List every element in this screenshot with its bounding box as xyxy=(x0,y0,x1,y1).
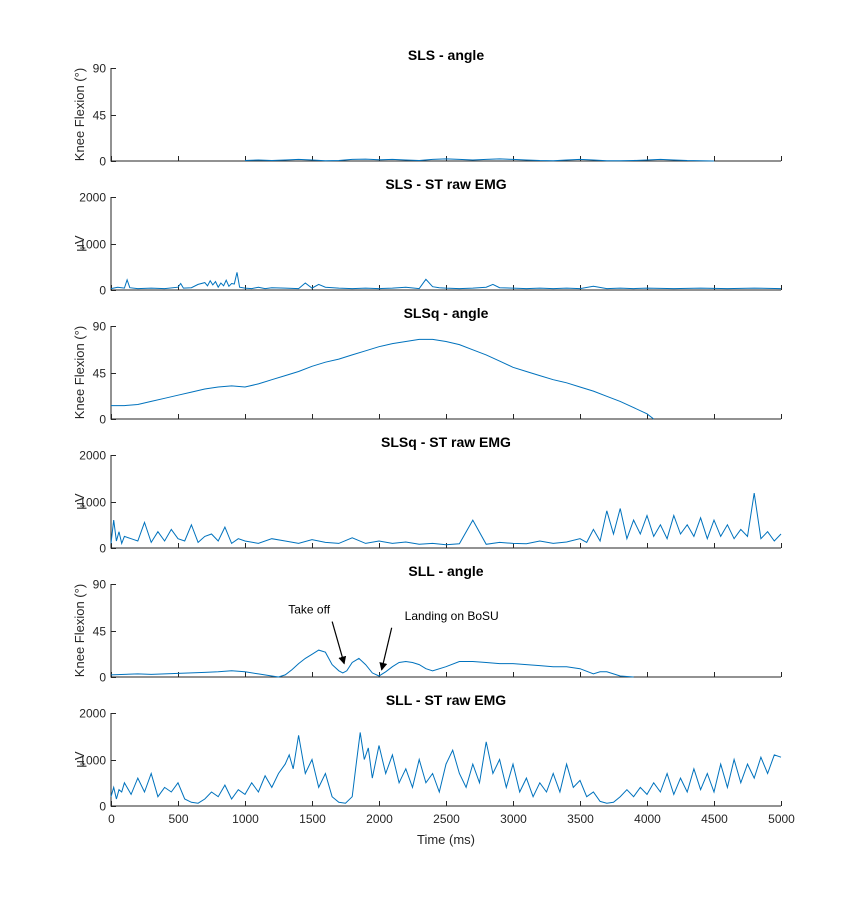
y-tick-label: 1000 xyxy=(79,238,106,252)
y-tick-label: 45 xyxy=(93,109,107,123)
y-tick-label: 1000 xyxy=(79,754,106,768)
panel-title: SLS - ST raw EMG xyxy=(385,176,506,192)
annotation-arrow xyxy=(379,627,393,671)
series-line-1 xyxy=(110,272,782,290)
panel-title: SLSq - angle xyxy=(404,305,489,321)
series-line-1 xyxy=(111,338,655,420)
y-tick-label: 2000 xyxy=(79,449,106,463)
y-tick-label: 0 xyxy=(99,284,106,298)
y-tick-label: 1000 xyxy=(79,496,106,510)
x-tick-label: 1500 xyxy=(299,812,326,826)
axis-lines xyxy=(110,326,781,420)
series-line-1 xyxy=(110,732,782,804)
panel-4: SLSq - ST raw EMG 0 1000 2000 μV xyxy=(72,434,782,556)
y-tick-label: 0 xyxy=(99,413,106,427)
panel-title: SLL - angle xyxy=(408,563,483,579)
x-tick-label: 4000 xyxy=(634,812,661,826)
y-axis-label: μV xyxy=(72,235,87,251)
y-tick-label: 0 xyxy=(99,671,106,685)
panel-5: SLL - angle 0 45 90 Knee Flexion (°) Take off… xyxy=(72,563,782,685)
x-tick-label: 1000 xyxy=(232,812,259,826)
y-tick-label: 90 xyxy=(93,578,107,592)
y-tick-label: 90 xyxy=(93,320,107,334)
series-line-1 xyxy=(110,493,782,546)
y-axis-label: Knee Flexion (°) xyxy=(72,584,87,677)
y-tick-label: 2000 xyxy=(79,191,106,205)
panel-title: SLS - angle xyxy=(408,47,484,63)
x-tick-label: 2000 xyxy=(366,812,393,826)
x-tick-label: 3500 xyxy=(567,812,594,826)
y-tick-label: 0 xyxy=(99,542,106,556)
axis-lines xyxy=(110,68,781,162)
axis-lines xyxy=(110,584,781,678)
axis-lines xyxy=(110,197,781,291)
y-axis-label: μV xyxy=(72,751,87,767)
x-tick-label: 5000 xyxy=(768,812,795,826)
panel-6: SLL - ST raw EMG 0 1000 2000 0 500 1000 1500 200… xyxy=(72,692,795,847)
y-axis-label: Knee Flexion (°) xyxy=(72,68,87,161)
panel-1: SLS - angle 0 45 90 Knee Flexion (°) xyxy=(72,47,782,169)
x-tick-label: 2500 xyxy=(433,812,460,826)
annotation-arrow xyxy=(331,621,347,665)
panel-title: SLL - ST raw EMG xyxy=(386,692,506,708)
y-axis-label: Knee Flexion (°) xyxy=(72,326,87,419)
y-tick-label: 0 xyxy=(99,155,106,169)
y-axis-label: μV xyxy=(72,493,87,509)
y-tick-label: 0 xyxy=(99,800,106,814)
x-axis-label: Time (ms) xyxy=(417,832,475,847)
series-line-1 xyxy=(110,649,634,678)
x-tick-label: 3000 xyxy=(500,812,527,826)
y-tick-label: 45 xyxy=(93,367,107,381)
panel-3: SLSq - angle 0 45 90 Knee Flexion (°) xyxy=(72,305,782,427)
series-line-1 xyxy=(244,158,715,162)
annotation-label: Take off xyxy=(288,603,330,617)
panel-2: SLS - ST raw EMG 0 1000 2000 μV xyxy=(72,176,782,298)
y-tick-label: 2000 xyxy=(79,707,106,721)
y-tick-label: 45 xyxy=(93,625,107,639)
annotation-label: Landing on BoSU xyxy=(405,609,499,623)
x-tick-label: 4500 xyxy=(701,812,728,826)
panel-title: SLSq - ST raw EMG xyxy=(381,434,511,450)
x-tick-label: 500 xyxy=(168,812,188,826)
x-tick-label: 0 xyxy=(108,812,115,826)
y-tick-label: 90 xyxy=(93,62,107,76)
